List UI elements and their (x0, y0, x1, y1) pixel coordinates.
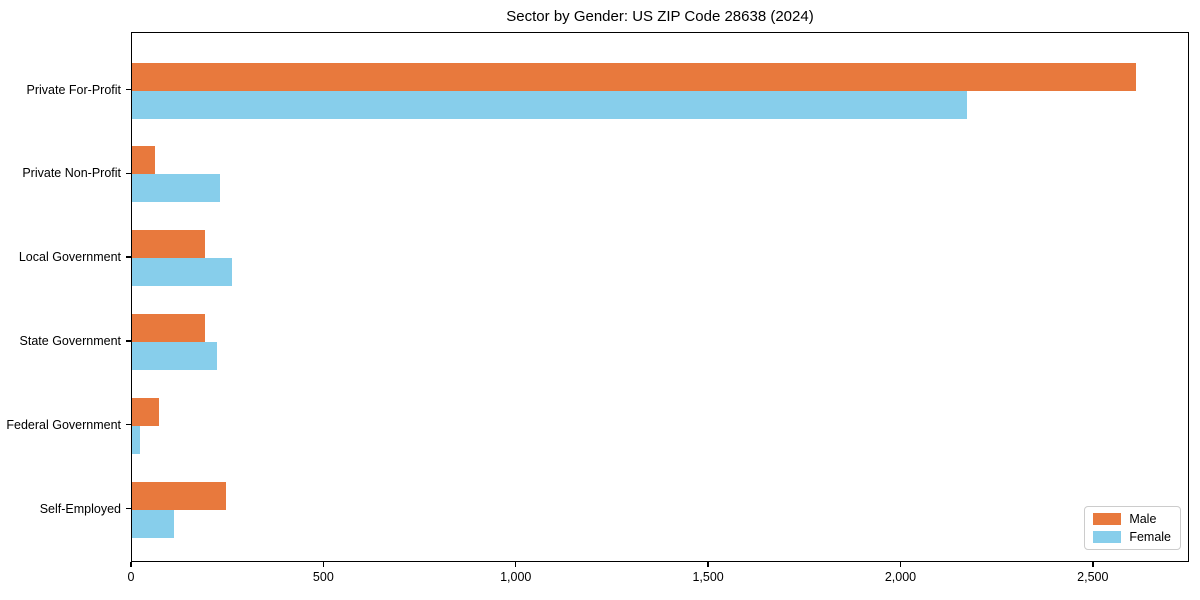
x-tick-label: 2,000 (884, 570, 917, 584)
bar-female-3 (132, 258, 233, 287)
bar-female-5 (132, 425, 140, 454)
x-tick-mark (707, 562, 709, 567)
legend: Male Female (1084, 506, 1181, 550)
y-tick-mark (126, 340, 131, 342)
y-tick-mark (126, 256, 131, 258)
x-tick-label: 0 (127, 570, 135, 584)
y-tick-label: State Government (19, 333, 121, 348)
bar-male-2 (132, 146, 156, 175)
y-tick-label: Local Government (18, 250, 121, 265)
x-tick-label: 500 (312, 570, 334, 584)
x-tick-label: 2,500 (1077, 570, 1109, 584)
legend-swatch-male (1093, 513, 1122, 525)
y-tick-mark (126, 424, 131, 426)
legend-item-male: Male (1093, 512, 1171, 526)
bar-female-6 (132, 509, 175, 538)
y-tick-mark (126, 507, 131, 510)
legend-label: Female (1129, 530, 1171, 544)
bar-male-3 (132, 230, 206, 259)
y-tick-label: Private Non-Profit (22, 166, 121, 181)
x-tick-mark (899, 562, 902, 567)
bar-female-2 (132, 174, 221, 203)
x-tick-mark (130, 562, 132, 567)
bar-male-1 (132, 62, 1137, 91)
y-tick-label: Private For-Profit (26, 82, 121, 97)
x-tick-mark (322, 562, 325, 567)
x-tick-mark (515, 562, 517, 567)
chart-title: Sector by Gender: US ZIP Code 28638 (202… (506, 8, 814, 25)
legend-label: Male (1129, 512, 1157, 526)
x-tick-label: 1,500 (692, 570, 724, 584)
bar-male-6 (132, 481, 227, 510)
legend-swatch-female (1093, 531, 1122, 543)
bar-female-4 (132, 341, 217, 370)
bar-male-5 (132, 397, 159, 426)
y-tick-label: Federal Government (6, 417, 121, 432)
y-tick-mark (126, 88, 131, 91)
y-tick-label: Self-Employed (39, 501, 121, 516)
x-tick-label: 1,000 (500, 570, 532, 584)
bar-male-4 (132, 313, 206, 342)
x-tick-mark (1092, 562, 1094, 567)
plot-area: Male Female (131, 32, 1189, 562)
legend-item-female: Female (1093, 530, 1171, 544)
bar-female-1 (132, 90, 967, 119)
y-tick-mark (126, 172, 131, 174)
